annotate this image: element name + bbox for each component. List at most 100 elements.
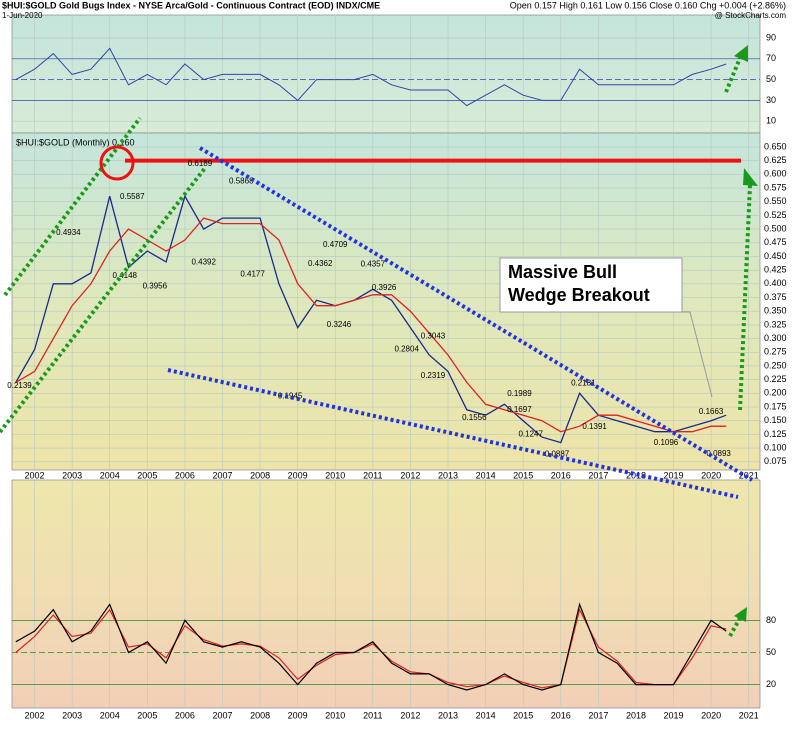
x-tick-label: 2007 — [212, 470, 232, 480]
price-annotation: 0.6189 — [188, 159, 213, 168]
y-tick-label: 0.075 — [764, 456, 787, 466]
price-annotation: 0.1697 — [507, 405, 532, 414]
price-annotation: 0.1945 — [278, 391, 303, 400]
series-label: $HUI:$GOLD (Monthly) 0.160 — [16, 137, 135, 147]
y-tick-label: 80 — [766, 615, 776, 625]
price-line — [15, 217, 727, 433]
highlight-circle — [99, 145, 135, 181]
price-annotation: 0.2139 — [7, 381, 32, 390]
y-tick-label: 0.325 — [764, 319, 787, 329]
y-tick-label: 30 — [766, 95, 776, 105]
arrow — [738, 184, 752, 411]
x-tick-label: 2014 — [476, 470, 496, 480]
x-tick-label: 2004 — [100, 710, 120, 720]
price-annotation: 0.0887 — [545, 449, 570, 458]
arrow-head — [734, 45, 748, 62]
oscillator-line — [15, 607, 727, 689]
header-date: 1-Jun-2020 — [2, 11, 43, 20]
y-tick-label: 0.375 — [764, 292, 787, 302]
y-tick-label: 0.100 — [764, 442, 787, 452]
x-tick-label: 2021 — [739, 710, 759, 720]
y-tick-label: 0.175 — [764, 401, 787, 411]
price-annotation: 0.2804 — [394, 344, 419, 353]
arrow-head — [734, 607, 747, 622]
price-annotation: 0.4148 — [113, 271, 138, 280]
y-tick-label: 50 — [766, 647, 776, 657]
y-tick-label: 0.450 — [764, 251, 787, 261]
arrow — [724, 57, 742, 93]
y-tick-label: 0.250 — [764, 360, 787, 370]
rsi-panel — [11, 14, 761, 134]
y-tick-label: 0.400 — [764, 278, 787, 288]
y-tick-label: 0.525 — [764, 210, 787, 220]
wedge-line — [167, 368, 739, 499]
trendline — [3, 116, 142, 297]
x-tick-label: 2013 — [438, 470, 458, 480]
x-tick-label: 2017 — [588, 710, 608, 720]
x-tick-label: 2010 — [325, 470, 345, 480]
rsi-line — [15, 47, 727, 107]
y-tick-label: 0.625 — [764, 155, 787, 165]
x-tick-label: 2013 — [438, 710, 458, 720]
price-annotation: 0.4357 — [361, 259, 386, 268]
price-annotation: 0.4177 — [240, 269, 265, 278]
x-tick-label: 2008 — [250, 470, 270, 480]
x-tick-label: 2020 — [701, 470, 721, 480]
wedge-line — [198, 146, 754, 482]
x-tick-label: 2011 — [363, 470, 382, 480]
price-annotation: 0.1247 — [518, 430, 543, 439]
arrow-head — [743, 168, 758, 186]
price-annotation: 0.1391 — [582, 422, 607, 431]
y-tick-label: 50 — [766, 74, 776, 84]
y-tick-label: 0.150 — [764, 415, 787, 425]
source: @ StockCharts.com — [715, 11, 787, 20]
x-tick-label: 2008 — [250, 710, 270, 720]
price-line — [15, 194, 727, 444]
oscillator-panel — [11, 479, 761, 709]
y-tick-label: 10 — [766, 116, 776, 126]
price-annotation: 0.4709 — [323, 240, 348, 249]
x-tick-label: 2015 — [513, 470, 533, 480]
x-tick-label: 2012 — [400, 710, 420, 720]
x-tick-label: 2020 — [701, 710, 721, 720]
y-tick-label: 0.425 — [764, 265, 787, 275]
x-tick-label: 2002 — [25, 710, 45, 720]
callout-text: Massive Bull — [508, 262, 617, 282]
y-tick-label: 0.200 — [764, 388, 787, 398]
x-tick-label: 2003 — [62, 710, 82, 720]
price-annotation: 0.2319 — [421, 371, 446, 380]
y-tick-label: 0.550 — [764, 196, 787, 206]
y-tick-label: 0.350 — [764, 306, 787, 316]
y-tick-label: 0.300 — [764, 333, 787, 343]
y-tick-label: 0.225 — [764, 374, 787, 384]
price-annotation: 0.5868 — [229, 177, 254, 186]
price-annotation: 0.1556 — [462, 413, 487, 422]
price-annotation: 0.3926 — [372, 283, 397, 292]
callout-box — [499, 257, 683, 313]
header-quote: Open 0.157 High 0.161 Low 0.156 Close 0.… — [510, 0, 786, 10]
x-tick-label: 2015 — [513, 710, 533, 720]
price-annotation: 0.1989 — [507, 389, 532, 398]
x-tick-label: 2018 — [626, 470, 646, 480]
y-tick-label: 0.275 — [764, 347, 787, 357]
x-tick-label: 2009 — [288, 710, 308, 720]
y-tick-label: 0.650 — [764, 141, 787, 151]
price-annotation: 0.4392 — [191, 257, 216, 266]
y-tick-label: 90 — [766, 32, 776, 42]
x-tick-label: 2016 — [551, 710, 571, 720]
y-tick-label: 70 — [766, 53, 776, 63]
y-tick-label: 0.125 — [764, 429, 787, 439]
y-tick-label: 0.500 — [764, 223, 787, 233]
x-tick-label: 2019 — [664, 470, 684, 480]
x-tick-label: 2005 — [137, 710, 157, 720]
price-annotation: 0.1096 — [654, 438, 679, 447]
x-tick-label: 2004 — [100, 470, 120, 480]
x-tick-label: 2009 — [288, 470, 308, 480]
x-tick-label: 2007 — [212, 710, 232, 720]
price-annotation: 0.0893 — [706, 449, 731, 458]
x-tick-label: 2003 — [62, 470, 82, 480]
x-tick-label: 2016 — [551, 470, 571, 480]
price-annotation: 0.1663 — [699, 407, 724, 416]
x-tick-label: 2006 — [175, 470, 195, 480]
